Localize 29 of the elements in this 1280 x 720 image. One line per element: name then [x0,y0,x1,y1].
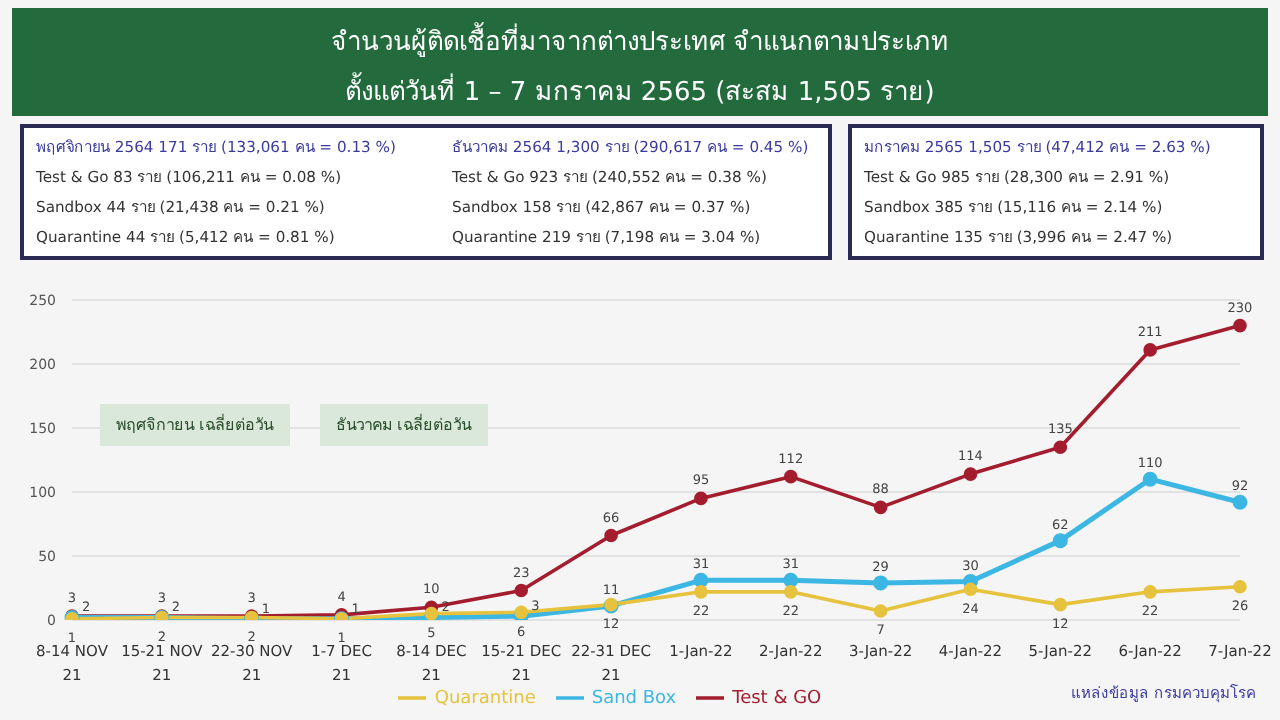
point [694,585,708,599]
point [783,585,798,599]
point [963,582,978,597]
legend-label: Quarantine [434,688,536,709]
point [1143,585,1157,599]
point [963,467,978,481]
point [873,500,888,515]
chart-title: จำนวนผู้ติดเชื้อที่มาจากต่างประเทศ จำแนกตามประเภท [328,20,952,62]
point [873,604,888,618]
point [693,572,709,588]
point [694,491,708,506]
legend-label: Test & GO [732,688,822,709]
annotation: พฤศจิกายน เฉลี่ยต่อวัน [100,404,290,446]
point [1233,318,1247,333]
point [1143,343,1157,357]
legend-label: Sand Box [591,688,677,709]
point [1053,597,1068,612]
point [783,572,799,588]
point [1233,579,1247,594]
chart-subtitle: ตั้งแต่วันที่ 1 – 7 มกราคม 2565 (สะสม 1,505 ราย) [343,70,937,112]
point [783,469,798,484]
point [873,575,889,591]
point [1142,471,1158,487]
point [514,583,529,598]
point [1232,494,1248,510]
point [604,528,618,543]
point [1053,440,1068,454]
annotation: ธันวาคม เฉลี่ยต่อวัน [320,404,488,446]
point [1052,533,1068,549]
